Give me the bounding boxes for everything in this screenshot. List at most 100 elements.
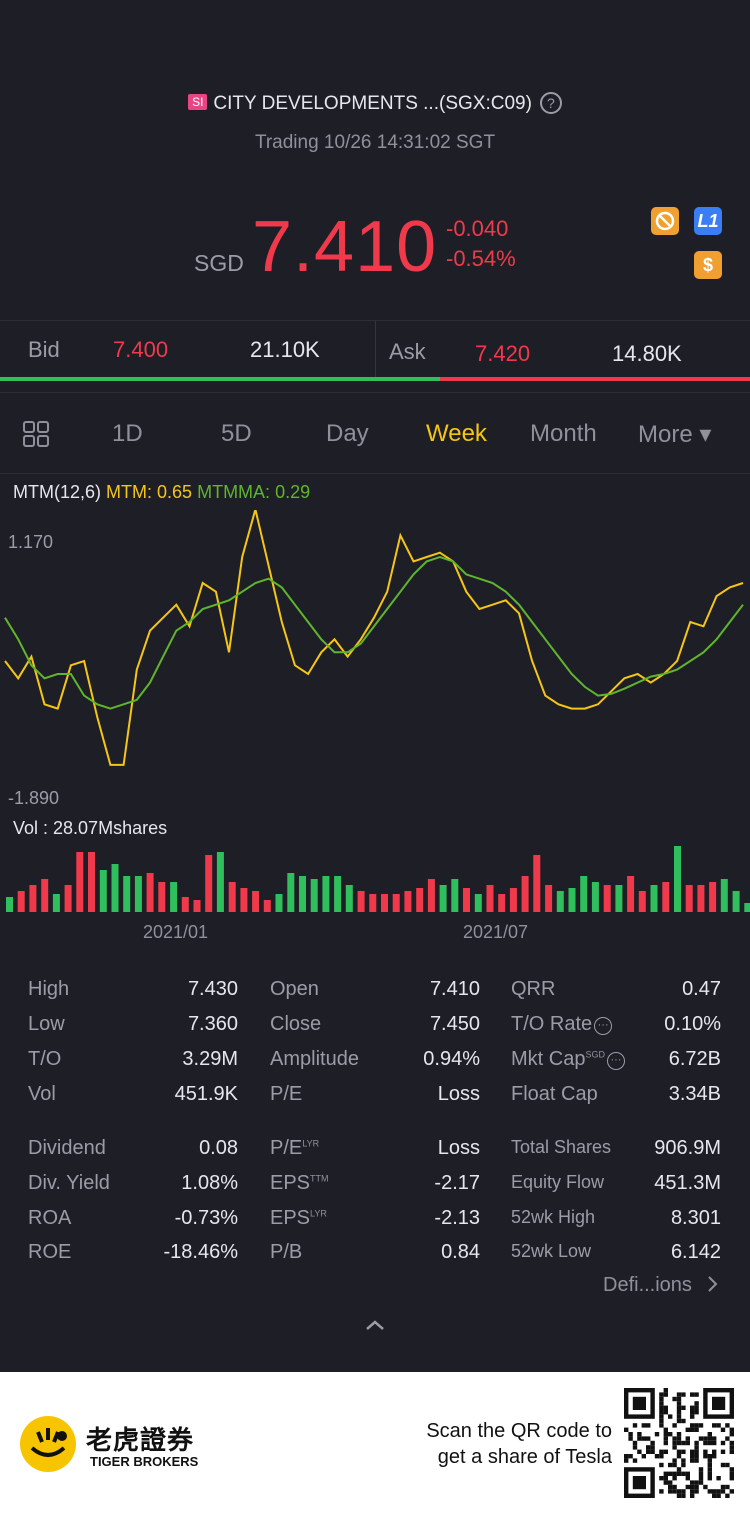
volume-chart[interactable] xyxy=(0,840,750,915)
level1-badge-icon[interactable]: L1 xyxy=(694,207,722,235)
brand-name-cn: 老虎證券 xyxy=(86,1425,195,1455)
help-icon[interactable]: ? xyxy=(539,92,562,114)
volume-bar xyxy=(334,876,342,912)
tab-5d[interactable]: 5D xyxy=(221,420,252,447)
mtmma-value: MTMMA: 0.29 xyxy=(197,482,311,502)
volume-bar xyxy=(52,894,60,912)
tab-day[interactable]: Day xyxy=(326,420,369,447)
volume-bar xyxy=(392,894,400,912)
volume-bar xyxy=(123,876,131,912)
stat-value: 451.9K xyxy=(174,1083,238,1105)
stat-label-superscript: TTM xyxy=(310,1173,329,1184)
stat-label: P/ELYR xyxy=(270,1137,319,1160)
date-label-jan: 2021/01 xyxy=(143,922,209,942)
ask-price: 7.420 xyxy=(475,341,531,366)
stat-label-text: Low xyxy=(28,1013,65,1035)
trading-status: Trading 10/26 14:31:02 SGT xyxy=(254,132,496,153)
stat-value: 0.84 xyxy=(441,1241,480,1263)
volume-bar xyxy=(533,855,541,912)
stat-label[interactable]: T/O Rate ··· xyxy=(511,1013,613,1036)
more-info-icon[interactable]: ··· xyxy=(606,1052,625,1070)
volume-bar xyxy=(638,891,646,912)
price-change: -0.040 xyxy=(446,216,509,241)
stat-label-text: Dividend xyxy=(28,1137,106,1159)
date-label-jul: 2021/07 xyxy=(463,922,529,942)
dollar-badge-icon[interactable]: $ xyxy=(694,251,722,279)
stat-label: P/E xyxy=(270,1083,302,1106)
tiger-badge-icon[interactable] xyxy=(651,207,679,235)
tab-1d[interactable]: 1D xyxy=(112,420,143,447)
volume-bar xyxy=(345,885,353,912)
stat-label-superscript: LYR xyxy=(310,1208,327,1219)
volume-bar xyxy=(310,879,318,912)
layout-grid-icon[interactable] xyxy=(22,420,50,453)
volume-bar xyxy=(662,882,670,912)
stock-title[interactable]: SI CITY DEVELOPMENTS ...(SGX:C09)? xyxy=(0,92,750,115)
volume-bar xyxy=(158,882,166,912)
indicator-legend[interactable]: MTM(12,6) MTM: 0.65 MTMMA: 0.29 xyxy=(13,482,310,503)
stat-label[interactable]: Mkt CapSGD ··· xyxy=(511,1048,625,1071)
volume-bar xyxy=(744,903,750,912)
stat-label: Total Shares xyxy=(511,1137,611,1158)
volume-bar xyxy=(498,894,506,912)
volume-bar xyxy=(228,882,236,912)
volume-bar xyxy=(76,852,84,912)
volume-bar xyxy=(381,894,388,912)
bid-price: 7.400 xyxy=(113,337,169,362)
stat-label: 52wk Low xyxy=(511,1241,591,1262)
stat-label-text: P/E xyxy=(270,1083,303,1105)
series-line-mtm xyxy=(4,510,744,766)
volume-bar xyxy=(474,894,482,912)
volume-bar xyxy=(591,882,599,912)
definitions-link[interactable]: Defi...ions xyxy=(603,1274,718,1297)
stat-label-text: 52wk Low xyxy=(511,1241,592,1261)
stat-value: 0.94% xyxy=(423,1048,480,1070)
volume-bar xyxy=(275,894,283,912)
stock-name: CITY DEVELOPMENTS ...(SGX:C09) xyxy=(213,93,532,114)
volume-bar xyxy=(545,885,553,912)
mtm-chart[interactable] xyxy=(0,510,750,810)
promo-footer: 老虎證券 TIGER BROKERS Scan the QR code to g… xyxy=(0,1372,750,1517)
stat-value: 7.360 xyxy=(187,1013,238,1035)
tab-month[interactable]: Month xyxy=(530,420,597,447)
period-tab-bar xyxy=(0,392,750,474)
volume-bar xyxy=(521,876,529,912)
y-axis-max-label: 1.170 xyxy=(8,532,54,552)
volume-bar xyxy=(674,846,681,912)
volume-bar xyxy=(99,870,107,912)
volume-bar xyxy=(732,891,740,912)
tab-week[interactable]: Week xyxy=(426,420,487,447)
volume-bar xyxy=(111,864,119,912)
ask-label: Ask xyxy=(389,339,426,364)
volume-bar xyxy=(463,888,470,912)
stat-value: Loss xyxy=(437,1137,480,1159)
tab-more[interactable]: More ▾ xyxy=(638,421,712,448)
stat-label: Float Cap xyxy=(511,1083,598,1106)
chevron-up-icon[interactable] xyxy=(366,1318,387,1337)
volume-bar xyxy=(322,876,330,912)
mtm-value: MTM: 0.65 xyxy=(106,482,193,502)
last-price: 7.410 xyxy=(252,207,438,287)
stat-label-text: P/E xyxy=(270,1137,303,1159)
stat-value: 451.3M xyxy=(654,1172,721,1194)
stat-label-text: Open xyxy=(270,978,319,1000)
volume-bar xyxy=(369,894,377,912)
volume-bar xyxy=(427,879,435,912)
volume-bar xyxy=(287,873,295,912)
stat-label: Equity Flow xyxy=(511,1172,604,1193)
volume-bar xyxy=(88,852,95,912)
promo-text: Scan the QR code to get a share of Tesla xyxy=(360,1418,612,1470)
promo-line-2: get a share of Tesla xyxy=(437,1446,612,1468)
volume-bar xyxy=(603,885,611,912)
stat-value: -18.46% xyxy=(163,1241,239,1263)
stat-label-text: Vol xyxy=(28,1083,56,1105)
stat-value: 7.450 xyxy=(429,1013,480,1035)
volume-bar xyxy=(299,876,306,912)
more-info-icon[interactable]: ··· xyxy=(594,1017,613,1035)
series-line-mtmma xyxy=(4,555,744,710)
stat-label-text: T/O xyxy=(28,1048,62,1070)
volume-bar xyxy=(416,888,424,912)
ask-volume-bar xyxy=(440,377,750,381)
stat-label-text: T/O Rate xyxy=(511,1013,593,1035)
stat-value: 3.29M xyxy=(182,1048,238,1070)
